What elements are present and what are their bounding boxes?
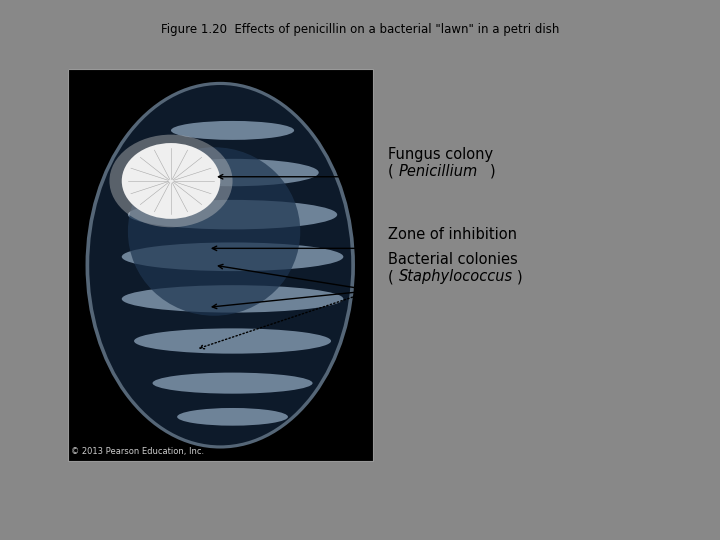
Ellipse shape: [122, 285, 343, 313]
Text: (: (: [388, 269, 394, 284]
Bar: [68, 69, 373, 461]
Ellipse shape: [86, 82, 355, 449]
Text: Fungus colony: Fungus colony: [388, 147, 493, 162]
Bar: [68, 69, 373, 461]
Text: (: (: [388, 164, 394, 179]
Ellipse shape: [128, 200, 337, 230]
Text: Staphylococcus: Staphylococcus: [399, 269, 513, 284]
Ellipse shape: [89, 85, 351, 446]
Text: © 2013 Pearson Education, Inc.: © 2013 Pearson Education, Inc.: [71, 447, 204, 456]
Ellipse shape: [146, 159, 319, 186]
Text: Zone of inhibition: Zone of inhibition: [388, 227, 517, 242]
Ellipse shape: [122, 143, 220, 219]
Ellipse shape: [122, 242, 343, 271]
Ellipse shape: [109, 134, 233, 227]
Ellipse shape: [177, 408, 288, 426]
Ellipse shape: [171, 121, 294, 140]
Ellipse shape: [128, 147, 300, 316]
Ellipse shape: [153, 373, 312, 394]
Ellipse shape: [134, 328, 331, 354]
Text: ): ): [490, 164, 495, 179]
Text: ): ): [517, 269, 523, 284]
Text: Figure 1.20  Effects of penicillin on a bacterial "lawn" in a petri dish: Figure 1.20 Effects of penicillin on a b…: [161, 23, 559, 36]
Text: Penicillium: Penicillium: [399, 164, 478, 179]
Text: Bacterial colonies: Bacterial colonies: [388, 252, 518, 267]
